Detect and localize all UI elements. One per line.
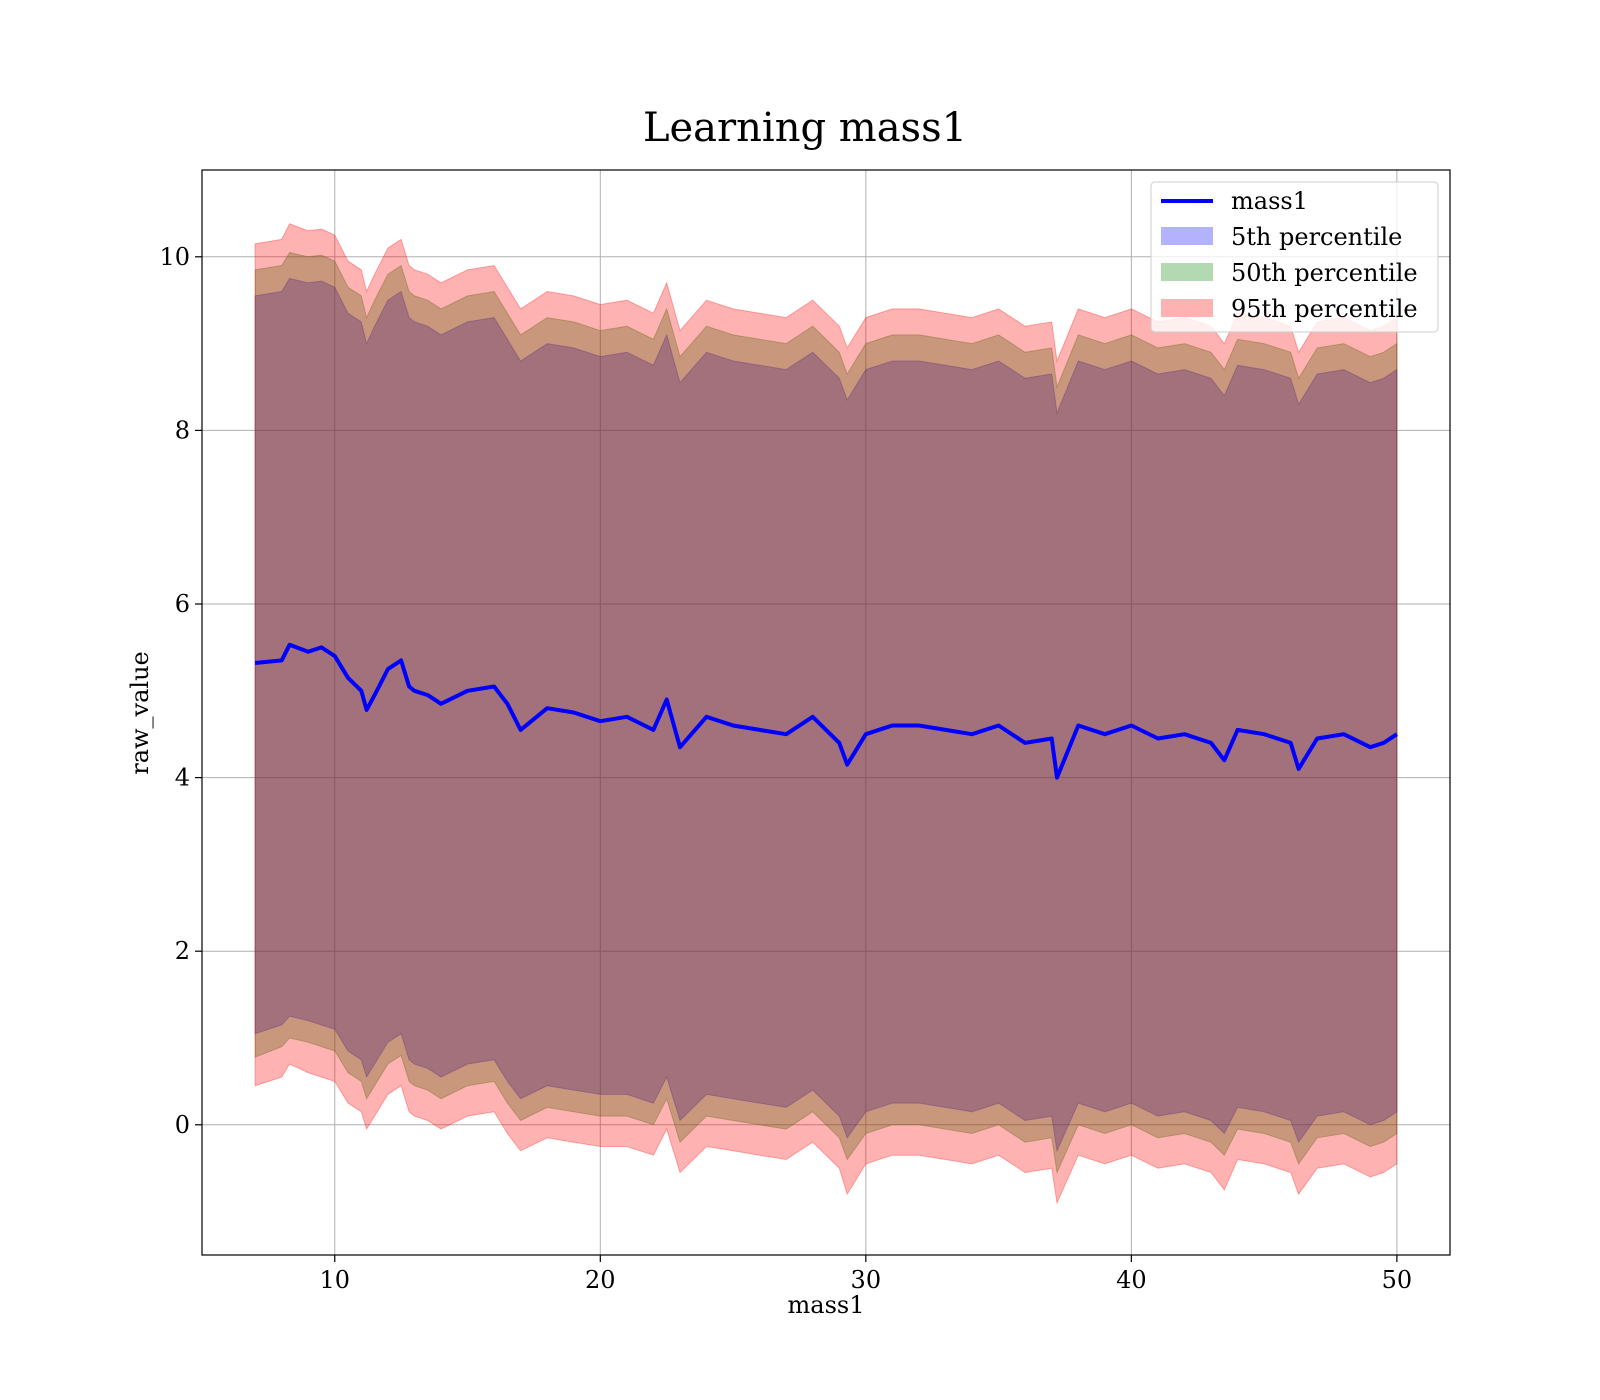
- y-tick-label: 6: [175, 590, 190, 618]
- grid: [202, 170, 1450, 1255]
- legend-swatch-95th: [1161, 299, 1213, 317]
- x-tick-label: 20: [585, 1266, 616, 1294]
- legend-label-5th: 5th percentile: [1231, 223, 1402, 251]
- y-tick-label: 0: [175, 1111, 190, 1139]
- legend-swatch-5th: [1161, 227, 1213, 245]
- y-tick-label: 10: [159, 243, 190, 271]
- x-tick-label: 40: [1116, 1266, 1147, 1294]
- mass1-line: [254, 642, 1398, 780]
- x-axis-label: mass1: [788, 1291, 865, 1319]
- legend-swatch-50th: [1161, 263, 1213, 281]
- y-tick-label: 4: [175, 764, 190, 792]
- band-5th-percentile: [254, 277, 1398, 1153]
- legend-label-mass1: mass1: [1231, 187, 1308, 215]
- legend-box: [1150, 181, 1439, 333]
- plot-frame: [201, 169, 1451, 1256]
- band-50th-percentile: [254, 251, 1398, 1175]
- chart-title: Learning mass1: [643, 105, 967, 151]
- mass1-series: [254, 642, 1398, 780]
- percentile-bands: [254, 223, 1398, 1205]
- x-tick-label: 30: [851, 1266, 882, 1294]
- x-tick-label: 50: [1382, 1266, 1413, 1294]
- legend-label-50th: 50th percentile: [1231, 259, 1418, 287]
- y-tick-label: 2: [175, 937, 190, 965]
- y-tick-label: 8: [175, 416, 190, 444]
- band-95th-percentile: [254, 223, 1398, 1205]
- y-axis-label: raw_value: [126, 651, 154, 775]
- legend: mass1 5th percentile 50th percentile 95t…: [1150, 181, 1439, 333]
- x-tick-label: 10: [319, 1266, 350, 1294]
- legend-label-95th: 95th percentile: [1231, 295, 1418, 323]
- axis-ticks: 10 20 30 40 50 0 2 4 6 8 10: [159, 243, 1412, 1294]
